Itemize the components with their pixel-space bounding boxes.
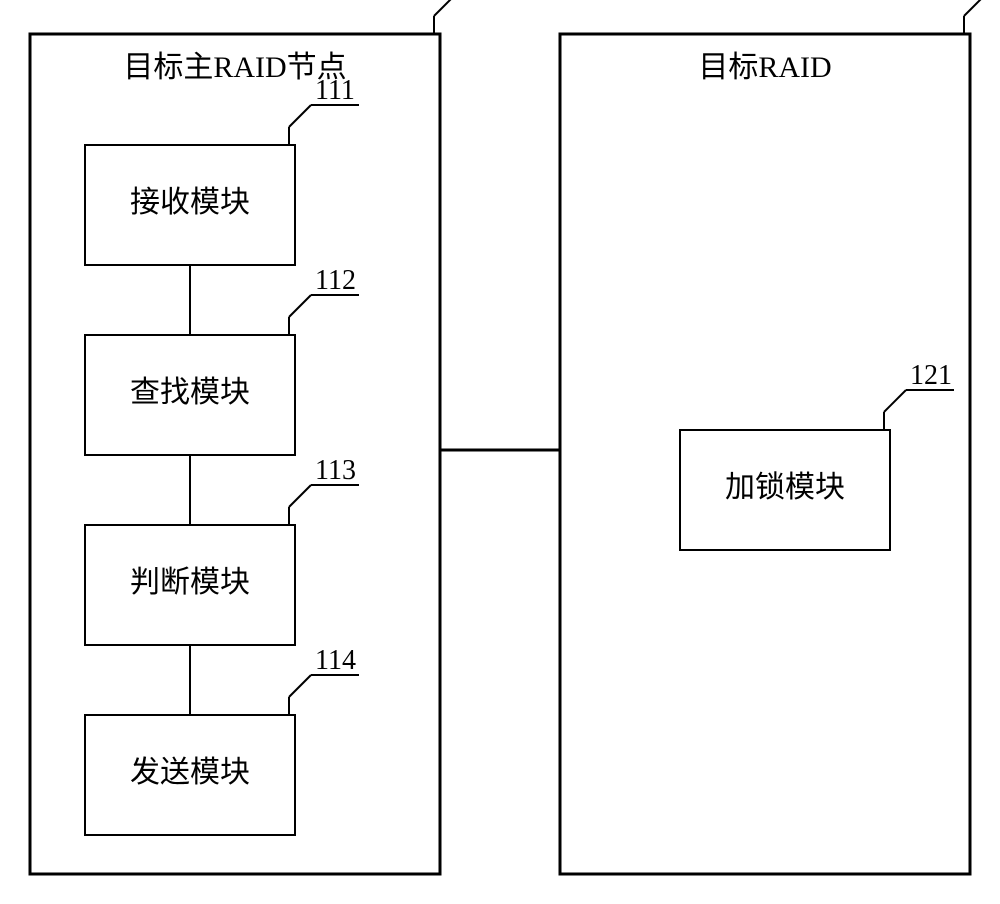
left-module-2-ref-leader bbox=[289, 485, 311, 507]
left-module-3-label: 发送模块 bbox=[130, 756, 250, 789]
left-module-1-ref-leader bbox=[289, 295, 311, 317]
left-module-0-ref-leader bbox=[289, 105, 311, 127]
container-right-title: 目标RAID bbox=[698, 51, 831, 84]
ref-container-right-leader bbox=[964, 0, 986, 16]
left-module-2-label: 判断模块 bbox=[130, 566, 250, 599]
left-module-1-ref-label: 112 bbox=[315, 265, 356, 296]
left-module-0-ref-label: 111 bbox=[315, 75, 355, 106]
container-left-title: 目标主RAID节点 bbox=[123, 51, 346, 84]
left-module-2-ref-label: 113 bbox=[315, 455, 356, 486]
raid-diagram: 目标主RAID节点目标RAID1112接收模块111查找模块112判断模块113… bbox=[0, 0, 1000, 904]
container-right bbox=[560, 34, 970, 874]
left-module-0-label: 接收模块 bbox=[130, 186, 250, 219]
left-module-3-ref-label: 114 bbox=[315, 645, 356, 676]
right-module-0-ref-leader bbox=[884, 390, 906, 412]
left-module-1-label: 查找模块 bbox=[130, 376, 250, 409]
right-module-0-ref-label: 121 bbox=[910, 360, 952, 391]
left-module-3-ref-leader bbox=[289, 675, 311, 697]
right-module-0-label: 加锁模块 bbox=[725, 471, 845, 504]
ref-container-left-leader bbox=[434, 0, 456, 16]
